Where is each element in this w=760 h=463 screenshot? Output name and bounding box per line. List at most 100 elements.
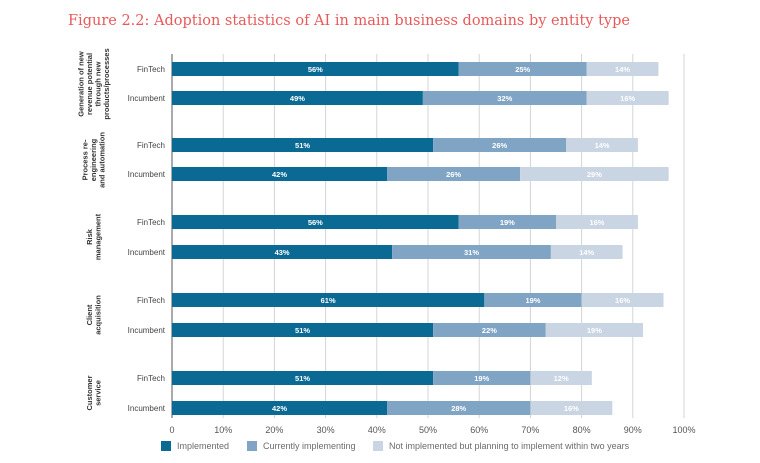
bar-segment (172, 138, 434, 152)
data-label: 42% (272, 170, 287, 179)
group-label: Process re-engineeringand automation (81, 132, 107, 188)
bar-segment (586, 62, 659, 76)
data-label: 56% (308, 218, 323, 227)
x-tick-label: 20% (265, 425, 283, 435)
data-label: 19% (500, 218, 515, 227)
data-label: 56% (308, 65, 323, 74)
group-label-line: engineering (89, 138, 98, 181)
x-tick-label: 30% (317, 425, 335, 435)
bar-segment (586, 91, 669, 105)
legend-swatch-implemented (161, 441, 171, 451)
legend-label-currently-implementing: Currently implementing (263, 441, 356, 451)
data-label: 16% (589, 218, 604, 227)
x-tick-label: 60% (470, 425, 488, 435)
data-label: 16% (615, 296, 630, 305)
group-label: Generation of newrevenue potentialthroug… (76, 48, 111, 119)
data-label: 32% (497, 94, 512, 103)
legend-swatch-planning (373, 441, 383, 451)
data-label: 19% (474, 374, 489, 383)
chart-title: Figure 2.2: Adoption statistics of AI in… (68, 13, 630, 29)
bar-segment (172, 245, 393, 259)
data-label: 16% (564, 404, 579, 413)
x-tick-label: 50% (419, 425, 437, 435)
group-label-line: service (93, 380, 102, 406)
data-label: 26% (492, 141, 507, 150)
bar-segment (172, 215, 459, 229)
group-label-line: and automation (98, 132, 107, 188)
data-label: 19% (525, 296, 540, 305)
data-label: 29% (587, 170, 602, 179)
bar-segment (484, 293, 582, 307)
x-tick-label: 90% (624, 425, 642, 435)
group-label-line: Customer (85, 375, 94, 410)
row-label: FinTech (137, 374, 165, 383)
bar-segment (172, 167, 388, 181)
bar-segment (172, 91, 423, 105)
group-label: Clientacquisition (85, 295, 103, 335)
bar-segment (433, 323, 546, 337)
group-label-line: revenue potential (85, 53, 94, 115)
data-label: 25% (515, 65, 530, 74)
data-label: 16% (620, 94, 635, 103)
bar-segment (387, 167, 521, 181)
data-label: 22% (482, 326, 497, 335)
data-label: 42% (272, 404, 287, 413)
group-label-line: products/processes (102, 48, 111, 119)
bar-segment (545, 323, 644, 337)
bar-segment (172, 62, 459, 76)
group-label-line: acquisition (93, 295, 102, 335)
data-label: 49% (290, 94, 305, 103)
row-label: Incumbent (128, 170, 166, 179)
data-label: 19% (587, 326, 602, 335)
group-label-line: Risk (85, 228, 94, 245)
x-tick-label: 70% (521, 425, 539, 435)
legend-swatch-currently-implementing (247, 441, 257, 451)
bar-segment (581, 293, 664, 307)
bar-segment (530, 401, 613, 415)
row-label: Incumbent (128, 94, 166, 103)
bar-segment (172, 371, 434, 385)
legend-label-implemented: Implemented (177, 441, 230, 451)
bar-segment (392, 245, 551, 259)
row-label: FinTech (137, 141, 165, 150)
data-label: 12% (554, 374, 569, 383)
row-label: Incumbent (128, 248, 166, 257)
x-tick-label: 0 (169, 425, 174, 435)
bar-segment (172, 323, 434, 337)
data-label: 14% (595, 141, 610, 150)
row-label: Incumbent (128, 404, 166, 413)
bar-segment (433, 138, 567, 152)
bar-segment (422, 91, 587, 105)
data-label: 51% (295, 326, 310, 335)
legend-item-implemented: Implemented (161, 441, 229, 451)
bar-segment (433, 371, 531, 385)
bar-segment (458, 215, 556, 229)
bar-segment (530, 371, 592, 385)
data-label: 51% (295, 374, 310, 383)
group-label: Riskmanagement (85, 213, 103, 260)
x-tick-label: 80% (573, 425, 591, 435)
data-label: 28% (451, 404, 466, 413)
data-label: 61% (321, 296, 336, 305)
row-label: FinTech (137, 296, 165, 305)
group-label-line: management (93, 213, 102, 260)
data-label: 14% (615, 65, 630, 74)
data-label: 14% (579, 248, 594, 257)
group-label-line: through new (93, 61, 102, 106)
bar-segment (556, 215, 638, 229)
legend-label-planning: Not implemented but planning to implemen… (389, 441, 630, 451)
data-label: 31% (464, 248, 479, 257)
group-label-line: Generation of new (76, 51, 85, 117)
group-label: Customerservice (85, 375, 103, 410)
x-tick-label: 10% (214, 425, 232, 435)
row-label: FinTech (137, 65, 165, 74)
bar-segment (172, 293, 485, 307)
row-label: FinTech (137, 218, 165, 227)
data-label: 26% (446, 170, 461, 179)
bar-segment (550, 245, 623, 259)
legend-item-planning: Not implemented but planning to implemen… (373, 441, 629, 451)
x-tick-label: 100% (672, 425, 695, 435)
group-label-line: Process re- (81, 139, 90, 180)
bar-segment (566, 138, 638, 152)
